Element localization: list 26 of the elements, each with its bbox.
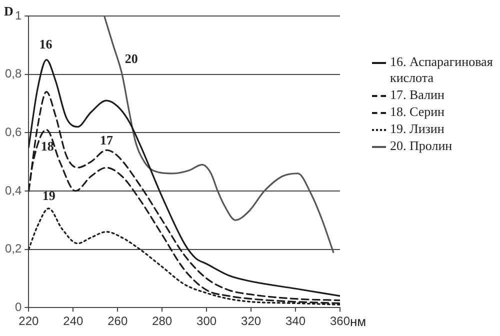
annotation: 18 xyxy=(40,138,54,154)
x-axis-title: нм xyxy=(350,314,366,330)
y-tick-label: 0,6 xyxy=(4,124,22,139)
legend-label: 19. Лизин xyxy=(390,121,444,137)
x-tick-label: 360 xyxy=(330,314,350,328)
y-tick-label: 0,8 xyxy=(4,66,22,81)
y-tick-label: 0 xyxy=(14,300,22,314)
x-tick-label: 300 xyxy=(196,314,217,328)
legend-label: 20. Пролин xyxy=(390,138,452,154)
annotation: 16 xyxy=(39,36,53,52)
y-axis-title: D xyxy=(4,3,14,18)
legend-label: 16. Аспарагиновая кислота xyxy=(390,54,494,86)
x-tick-label: 340 xyxy=(286,314,306,328)
x-tick-label: 260 xyxy=(108,314,128,328)
annotation: 20 xyxy=(124,51,138,66)
y-tick-label: 0,2 xyxy=(4,242,22,256)
annotation: 17 xyxy=(100,132,114,148)
legend-label: 17. Валин xyxy=(390,87,444,103)
legend-label: 18. Серин xyxy=(390,104,445,120)
annotation: 19 xyxy=(42,188,56,204)
x-tick-label: 280 xyxy=(152,314,172,328)
x-tick-label: 240 xyxy=(63,314,84,328)
y-tick-label: 0,4 xyxy=(4,183,22,198)
x-tick-label: 220 xyxy=(18,314,40,328)
y-tick-label: 1 xyxy=(14,8,22,22)
x-tick-label: 320 xyxy=(241,314,262,328)
